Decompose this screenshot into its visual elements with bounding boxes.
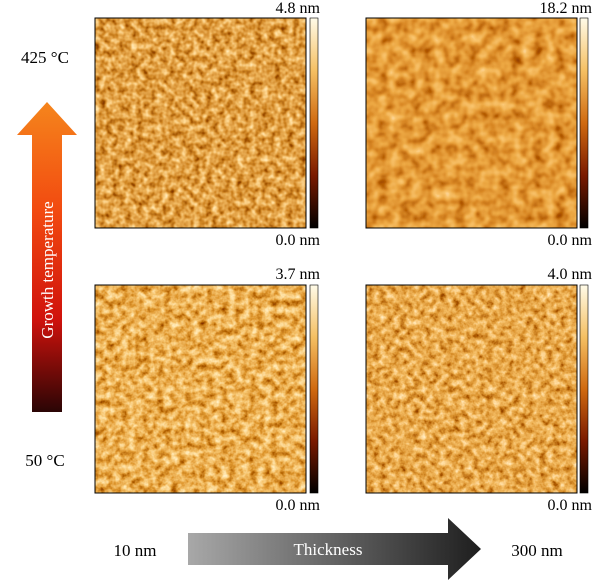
colorbar bbox=[309, 284, 319, 494]
temperature-label: Growth temperature bbox=[38, 201, 57, 338]
colorbar bbox=[579, 284, 589, 494]
afm-image bbox=[366, 285, 577, 493]
panel: 4.8 nm 0.0 nm bbox=[94, 0, 321, 249]
thickness-high: 300 nm bbox=[511, 541, 562, 560]
thickness-arrow bbox=[188, 518, 481, 580]
colorbar bbox=[309, 17, 319, 229]
afm-image bbox=[366, 18, 577, 228]
colorbar bbox=[579, 17, 589, 229]
temperature-low: 50 °C bbox=[25, 451, 64, 470]
temperature-arrow bbox=[17, 102, 77, 412]
panel: 4.0 nm 0.0 nm bbox=[365, 266, 593, 514]
max-label: 3.7 nm bbox=[276, 266, 321, 283]
min-label: 0.0 nm bbox=[548, 232, 593, 249]
max-label: 18.2 nm bbox=[540, 0, 593, 17]
thickness-low: 10 nm bbox=[114, 541, 157, 560]
thickness-label: Thickness bbox=[294, 540, 363, 559]
temperature-high: 425 °C bbox=[21, 48, 69, 67]
min-label: 0.0 nm bbox=[276, 497, 321, 514]
max-label: 4.0 nm bbox=[548, 266, 593, 283]
afm-image bbox=[94, 17, 307, 229]
afm-image bbox=[95, 285, 306, 493]
min-label: 0.0 nm bbox=[548, 497, 593, 514]
min-label: 0.0 nm bbox=[276, 232, 321, 249]
panel: 3.7 nm 0.0 nm bbox=[94, 266, 321, 514]
max-label: 4.8 nm bbox=[276, 0, 321, 17]
panel: 18.2 nm 0.0 nm bbox=[365, 0, 593, 249]
